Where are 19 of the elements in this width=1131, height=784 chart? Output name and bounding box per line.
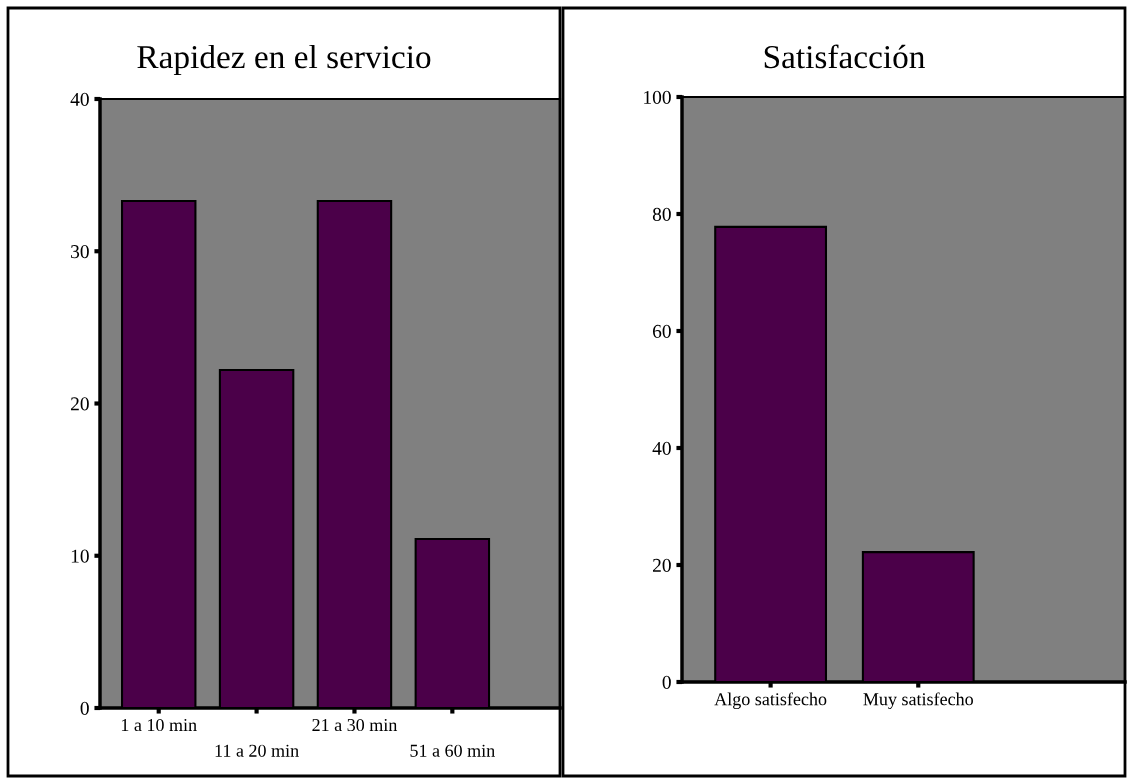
chart-title: Satisfacción [764,44,925,69]
y-tick-label: 20 [70,397,89,411]
y-tick-label: 80 [652,207,671,221]
x-tick-label: Muy satisfecho [863,692,973,710]
y-tick-label: 60 [652,324,671,338]
x-tick-label: 1 a 10 min [121,718,197,732]
y-tick-label: 40 [652,441,671,455]
y-tick-label: 0 [662,675,671,689]
y-tick-label: 100 [644,90,671,104]
y-tick-label: 30 [71,245,89,259]
chart-title: Rapidez en el servicio [137,44,431,76]
x-tick-label: 11 a 20 min [215,744,299,757]
y-tick-label: 40 [70,92,89,106]
y-tick-label: 20 [652,558,671,572]
y-tick-label: 0 [80,701,89,715]
y-tick-label: 10 [71,549,89,563]
x-tick-label: Algo satisfecho [714,692,827,710]
x-tick-label: 51 a 60 min [410,744,495,757]
x-tick-label: 21 a 30 min [312,718,398,732]
